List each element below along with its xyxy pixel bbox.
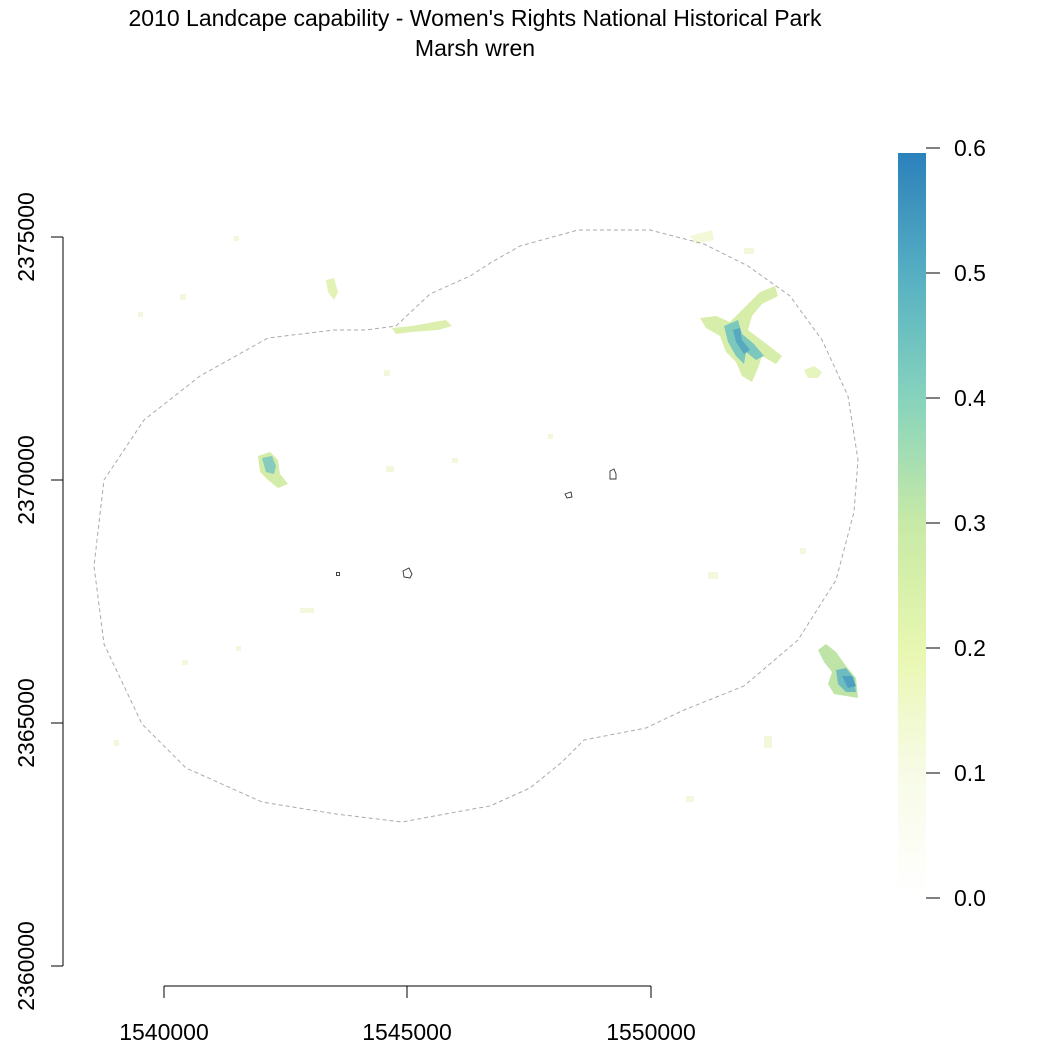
legend-tick-label: 0.6 [954, 135, 986, 161]
y-tick-label: 2360000 [13, 921, 39, 1011]
legend-colorbar: 0.6 0.5 0.4 0.3 0.2 0.1 0.0 [898, 135, 986, 911]
study-area-boundary [93, 229, 859, 823]
x-tick-label: 1550000 [606, 1019, 696, 1045]
legend-tick-label: 0.5 [954, 260, 986, 286]
raster-layer [114, 230, 858, 802]
y-tick-label: 2365000 [13, 678, 39, 768]
habitat-patch-west [258, 452, 288, 488]
habitat-patch-east [818, 644, 858, 698]
legend-tick-label: 0.0 [954, 885, 986, 911]
y-tick-label: 2370000 [13, 435, 39, 525]
legend-tick-label: 0.4 [954, 385, 986, 411]
park-unit [609, 468, 617, 480]
x-tick-label: 1545000 [362, 1019, 452, 1045]
y-axis [51, 236, 64, 967]
park-unit [402, 567, 413, 579]
park-unit [336, 572, 340, 576]
park-unit-outlines [336, 468, 617, 579]
x-axis [163, 985, 652, 998]
map-title: 2010 Landcape capability - Women's Right… [128, 5, 822, 31]
map-subtitle: Marsh wren [414, 35, 536, 61]
park-unit [564, 491, 573, 499]
habitat-patch-north [326, 278, 452, 334]
legend-tick-label: 0.1 [954, 760, 986, 786]
legend-tick-label: 0.2 [954, 635, 986, 661]
habitat-specks [114, 236, 806, 802]
colorbar [898, 153, 926, 896]
y-tick-label: 2375000 [13, 192, 39, 282]
habitat-patch-northeast [690, 230, 822, 382]
x-tick-label: 1540000 [119, 1019, 209, 1045]
legend-tick-label: 0.3 [954, 510, 986, 536]
